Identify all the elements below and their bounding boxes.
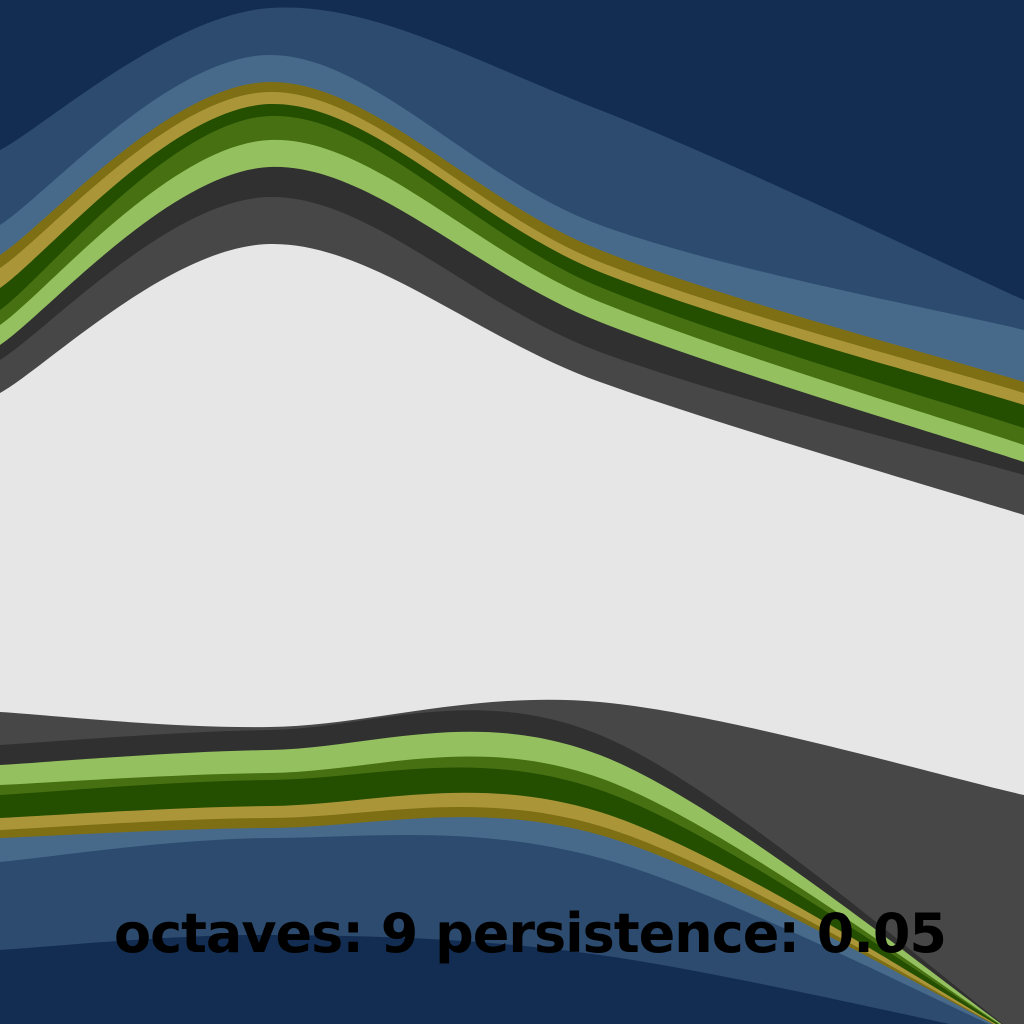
persistence-label: persistence: <box>435 902 800 965</box>
persistence-value: 0.05 <box>816 902 947 965</box>
octaves-value: 9 <box>380 902 419 965</box>
noise-parameters-caption: octaves: 9 persistence: 0.05 <box>0 896 1024 972</box>
octaves-label: octaves: <box>114 902 364 965</box>
snow-band <box>0 243 1024 795</box>
